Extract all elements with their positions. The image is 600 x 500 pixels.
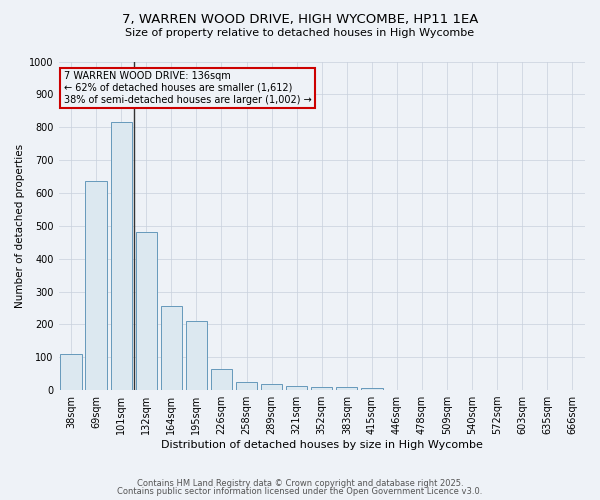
Bar [211, 368, 232, 390]
Text: 7 WARREN WOOD DRIVE: 136sqm
← 62% of detached houses are smaller (1,612)
38% of : 7 WARREN WOOD DRIVE: 136sqm ← 62% of det… [64, 72, 311, 104]
X-axis label: Distribution of detached houses by size in High Wycombe: Distribution of detached houses by size … [161, 440, 483, 450]
Bar [110, 122, 132, 390]
Bar [136, 232, 157, 390]
Bar [286, 386, 307, 390]
Bar [85, 182, 107, 390]
Bar [61, 354, 82, 390]
Bar [161, 306, 182, 390]
Bar [186, 321, 207, 390]
Y-axis label: Number of detached properties: Number of detached properties [15, 144, 25, 308]
Bar [236, 382, 257, 390]
Bar [361, 388, 383, 390]
Text: Size of property relative to detached houses in High Wycombe: Size of property relative to detached ho… [125, 28, 475, 38]
Text: Contains HM Land Registry data © Crown copyright and database right 2025.: Contains HM Land Registry data © Crown c… [137, 478, 463, 488]
Text: 7, WARREN WOOD DRIVE, HIGH WYCOMBE, HP11 1EA: 7, WARREN WOOD DRIVE, HIGH WYCOMBE, HP11… [122, 12, 478, 26]
Bar [261, 384, 282, 390]
Bar [336, 387, 358, 390]
Bar [311, 387, 332, 390]
Text: Contains public sector information licensed under the Open Government Licence v3: Contains public sector information licen… [118, 487, 482, 496]
